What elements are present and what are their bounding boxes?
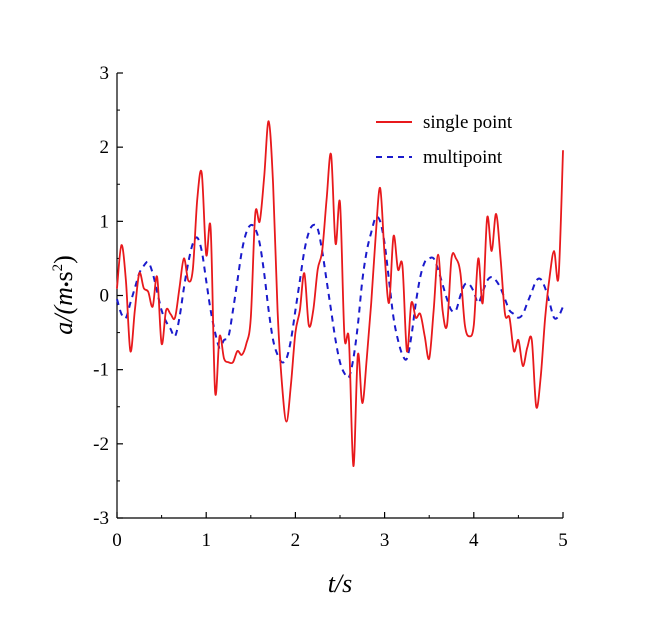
x-axis-title: t/s bbox=[328, 569, 353, 598]
y-axis-title: a/(m•s2) bbox=[49, 255, 78, 335]
x-tick-label: 4 bbox=[469, 530, 479, 551]
series-line-single-point bbox=[116, 120, 564, 467]
y-tick-label: 2 bbox=[100, 137, 110, 158]
legend-label-multipoint: multipoint bbox=[423, 147, 503, 168]
y-axis-title-exponent: 2 bbox=[50, 264, 66, 272]
x-tick-label: 3 bbox=[380, 530, 390, 551]
y-tick-label: -1 bbox=[93, 360, 109, 381]
y-tick-label: 0 bbox=[100, 286, 110, 307]
x-tick-label: 2 bbox=[291, 530, 301, 551]
y-axis-title-quantity: a/(m bbox=[49, 287, 78, 335]
series-layer bbox=[116, 120, 564, 467]
series-line-multipoint bbox=[116, 215, 564, 379]
legend: single point multipoint bbox=[376, 112, 513, 168]
x-tick-label: 0 bbox=[112, 530, 122, 551]
y-axis-title-dot: • bbox=[59, 282, 76, 288]
y-axis-title-unit: s bbox=[49, 271, 78, 281]
x-tick-label: 1 bbox=[201, 530, 211, 551]
x-tick-label: 5 bbox=[558, 530, 568, 551]
y-tick-label: -3 bbox=[93, 508, 109, 529]
y-axis-title-close: ) bbox=[49, 255, 78, 264]
y-tick-label: 3 bbox=[100, 63, 110, 84]
y-tick-label: 1 bbox=[100, 211, 110, 232]
y-tick-label: -2 bbox=[93, 434, 109, 455]
legend-label-single-point: single point bbox=[423, 112, 513, 133]
